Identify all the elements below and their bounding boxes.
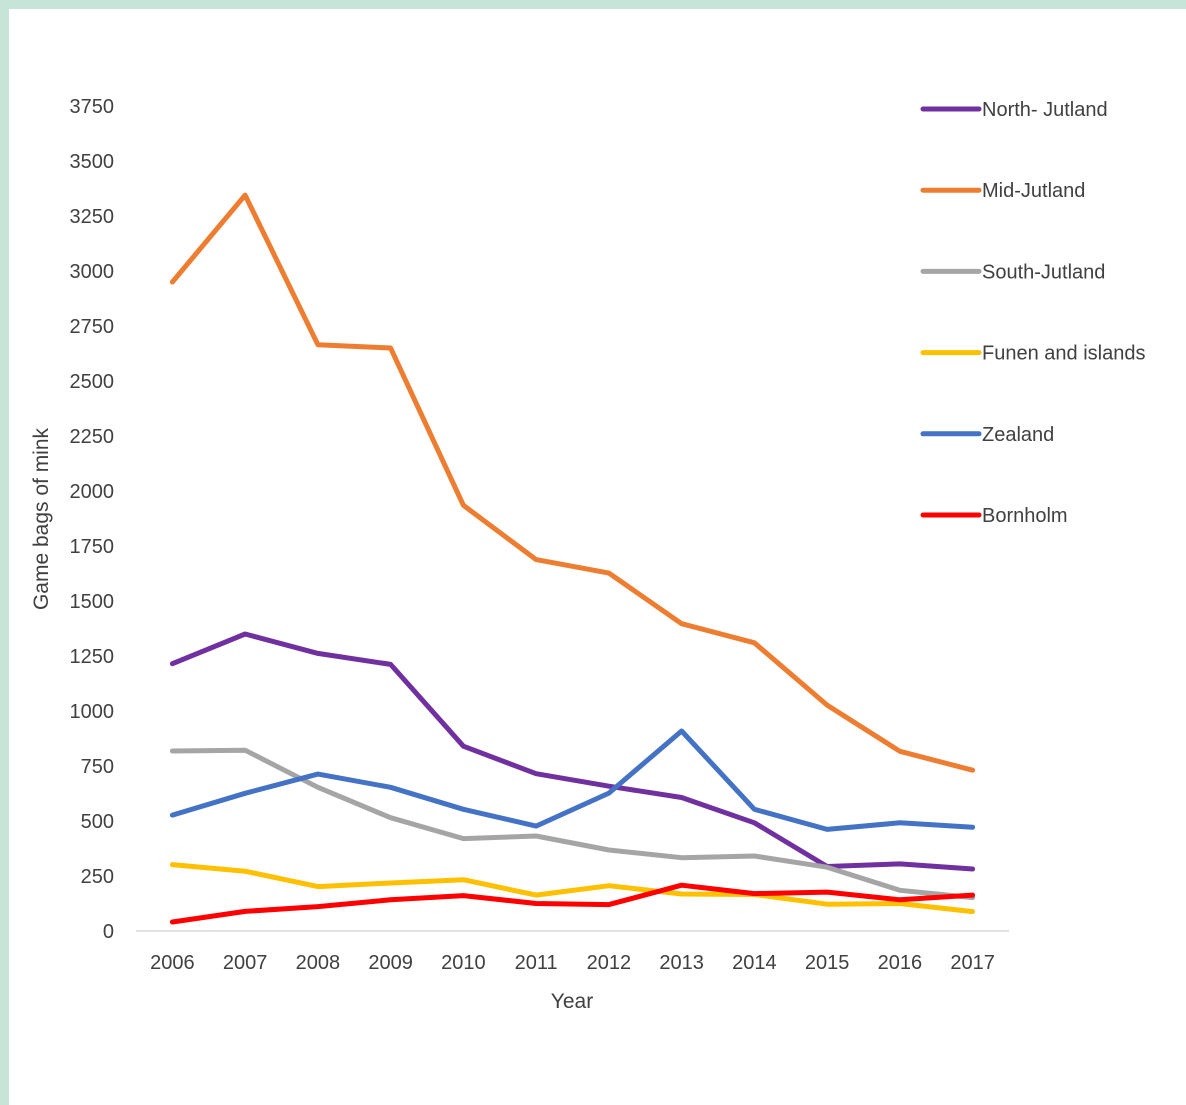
x-tick-label: 2011: [515, 952, 558, 974]
chart-frame: 0 250 500 750 1000 1250 1500 1750 2000 2250 2500 27…: [9, 9, 1186, 1105]
line-chart: 0 250 500 750 1000 1250 1500 1750 2000 2250 2500 27…: [30, 96, 1145, 1013]
y-tick-label: 2750: [70, 316, 115, 338]
y-tick-label: 3000: [70, 261, 115, 283]
y-axis-title: Game bags of mink: [30, 427, 53, 610]
legend-label: South-Jutland: [982, 261, 1105, 283]
series-lines: [169, 192, 976, 925]
x-tick-label: 2017: [950, 952, 995, 974]
x-tick-label: 2014: [732, 952, 777, 974]
x-axis-ticks: 2006 2007 2008 2009 2010 2011 2012 2013 2014 2015…: [150, 952, 995, 974]
y-tick-label: 2000: [70, 481, 115, 503]
y-tick-label: 1250: [70, 646, 115, 668]
y-tick-label: 250: [81, 866, 114, 888]
y-tick-label: 750: [81, 756, 114, 778]
series-line-south-jutland: [169, 747, 976, 901]
x-tick-label: 2009: [368, 952, 413, 974]
y-tick-label: 1750: [70, 536, 115, 558]
series-line-bornholm: [169, 882, 976, 925]
x-tick-label: 2016: [878, 952, 923, 974]
y-tick-label: 3750: [70, 96, 115, 118]
x-tick-label: 2015: [805, 952, 850, 974]
x-tick-label: 2013: [659, 952, 704, 974]
y-tick-label: 500: [81, 811, 114, 833]
legend-label: Funen and islands: [982, 343, 1145, 365]
series-line-mid-jutland: [169, 192, 976, 773]
legend-label: Mid-Jutland: [982, 180, 1085, 202]
y-tick-label: 3500: [70, 151, 115, 173]
y-tick-label: 2250: [70, 426, 115, 448]
legend: North- Jutland Mid-Jutland South-Jutland Fu…: [920, 99, 1145, 527]
y-tick-label: 1500: [70, 591, 115, 613]
series-line-zealand: [169, 728, 976, 832]
y-tick-label: 3250: [70, 206, 115, 228]
y-tick-label: 0: [103, 921, 114, 943]
legend-label: Zealand: [982, 424, 1054, 446]
x-tick-label: 2012: [587, 952, 632, 974]
legend-label: Bornholm: [982, 505, 1068, 527]
series-line-north-jutland: [169, 631, 976, 872]
series-line-funen-and-islands: [169, 862, 976, 915]
y-axis-ticks: 0 250 500 750 1000 1250 1500 1750 2000 2250 2500 27…: [70, 96, 115, 943]
x-tick-label: 2010: [441, 952, 486, 974]
x-tick-label: 2008: [296, 952, 341, 974]
legend-label: North- Jutland: [982, 99, 1108, 121]
y-tick-label: 1000: [70, 701, 115, 723]
x-tick-label: 2007: [223, 952, 268, 974]
x-tick-label: 2006: [150, 952, 195, 974]
y-tick-label: 2500: [70, 371, 115, 393]
x-axis-title: Year: [551, 990, 593, 1013]
